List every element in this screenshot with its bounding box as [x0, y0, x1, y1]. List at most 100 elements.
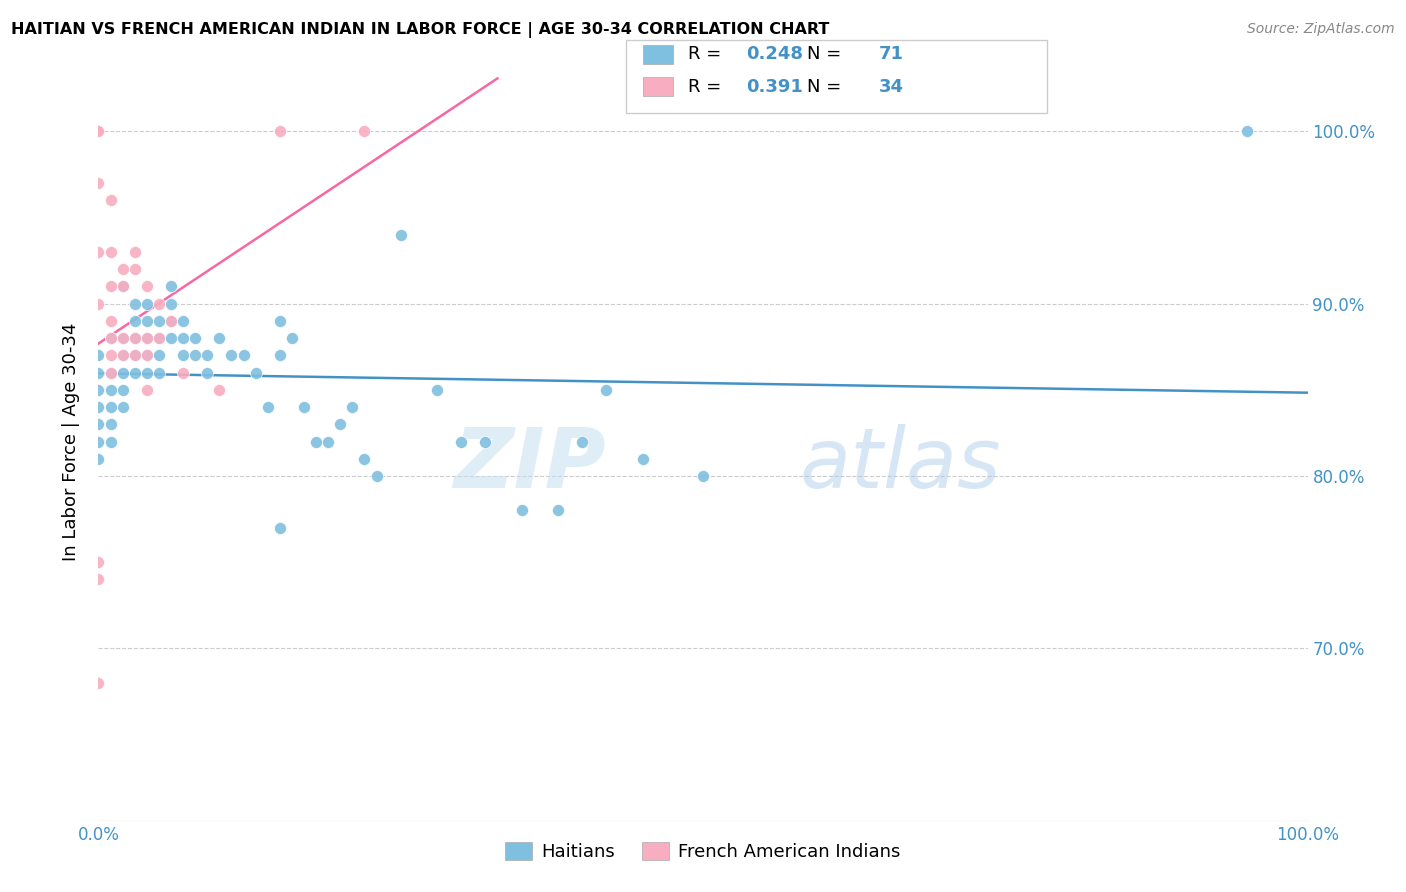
- Point: [135, 331, 157, 345]
- Text: ZIP: ZIP: [454, 424, 606, 505]
- Point: [184, 331, 207, 345]
- Point: [87, 366, 110, 380]
- Point: [135, 383, 157, 397]
- Point: [87, 348, 110, 362]
- Point: [221, 348, 243, 362]
- Point: [547, 503, 569, 517]
- Point: [160, 296, 183, 310]
- Point: [135, 366, 157, 380]
- Point: [281, 331, 304, 345]
- Point: [111, 348, 134, 362]
- Point: [124, 245, 146, 260]
- Point: [269, 348, 291, 362]
- Point: [316, 434, 339, 449]
- Point: [208, 331, 231, 345]
- Point: [135, 314, 157, 328]
- Point: [87, 383, 110, 397]
- Point: [100, 434, 122, 449]
- Point: [269, 521, 291, 535]
- Point: [87, 451, 110, 466]
- Point: [124, 314, 146, 328]
- Point: [148, 348, 170, 362]
- Point: [87, 434, 110, 449]
- Point: [148, 331, 170, 345]
- Point: [172, 366, 194, 380]
- Point: [100, 194, 122, 208]
- Text: Source: ZipAtlas.com: Source: ZipAtlas.com: [1247, 22, 1395, 37]
- Point: [124, 296, 146, 310]
- Point: [100, 366, 122, 380]
- Text: N =: N =: [807, 78, 846, 95]
- Point: [124, 331, 146, 345]
- Point: [692, 469, 714, 483]
- Point: [124, 366, 146, 380]
- Point: [111, 279, 134, 293]
- Point: [353, 124, 375, 138]
- Point: [305, 434, 328, 449]
- Point: [111, 331, 134, 345]
- Point: [450, 434, 472, 449]
- Point: [1236, 124, 1258, 138]
- Point: [135, 348, 157, 362]
- Point: [100, 417, 122, 432]
- Point: [160, 314, 183, 328]
- Point: [100, 331, 122, 345]
- Point: [87, 124, 110, 138]
- Point: [111, 400, 134, 414]
- Point: [87, 176, 110, 190]
- Text: atlas: atlas: [800, 424, 1001, 505]
- Point: [135, 331, 157, 345]
- Point: [329, 417, 352, 432]
- Text: 34: 34: [879, 78, 904, 95]
- Point: [135, 279, 157, 293]
- Point: [172, 348, 194, 362]
- Point: [245, 366, 267, 380]
- Text: R =: R =: [688, 78, 727, 95]
- Point: [100, 279, 122, 293]
- Point: [111, 262, 134, 277]
- Point: [87, 245, 110, 260]
- Point: [100, 400, 122, 414]
- Text: R =: R =: [688, 45, 727, 63]
- Text: 71: 71: [879, 45, 904, 63]
- Point: [366, 469, 388, 483]
- Point: [124, 348, 146, 362]
- Point: [135, 296, 157, 310]
- Point: [148, 366, 170, 380]
- Point: [100, 366, 122, 380]
- Point: [148, 331, 170, 345]
- Point: [124, 348, 146, 362]
- Point: [100, 314, 122, 328]
- Point: [100, 383, 122, 397]
- Point: [269, 314, 291, 328]
- Legend: Haitians, French American Indians: Haitians, French American Indians: [498, 835, 908, 869]
- Point: [172, 331, 194, 345]
- Point: [135, 348, 157, 362]
- Point: [195, 366, 218, 380]
- Point: [160, 314, 183, 328]
- Point: [342, 400, 364, 414]
- Text: N =: N =: [807, 45, 846, 63]
- Point: [426, 383, 449, 397]
- Point: [195, 348, 218, 362]
- Point: [87, 124, 110, 138]
- Point: [111, 366, 134, 380]
- Point: [124, 331, 146, 345]
- Point: [184, 348, 207, 362]
- Point: [87, 573, 110, 587]
- Point: [595, 383, 617, 397]
- Point: [571, 434, 593, 449]
- Point: [124, 262, 146, 277]
- Point: [148, 296, 170, 310]
- Text: HAITIAN VS FRENCH AMERICAN INDIAN IN LABOR FORCE | AGE 30-34 CORRELATION CHART: HAITIAN VS FRENCH AMERICAN INDIAN IN LAB…: [11, 22, 830, 38]
- Point: [389, 227, 412, 242]
- Point: [100, 348, 122, 362]
- Point: [172, 314, 194, 328]
- Point: [474, 434, 496, 449]
- Point: [631, 451, 654, 466]
- Text: 0.391: 0.391: [747, 78, 803, 95]
- Y-axis label: In Labor Force | Age 30-34: In Labor Force | Age 30-34: [62, 322, 80, 561]
- Point: [87, 417, 110, 432]
- Point: [111, 348, 134, 362]
- Point: [232, 348, 254, 362]
